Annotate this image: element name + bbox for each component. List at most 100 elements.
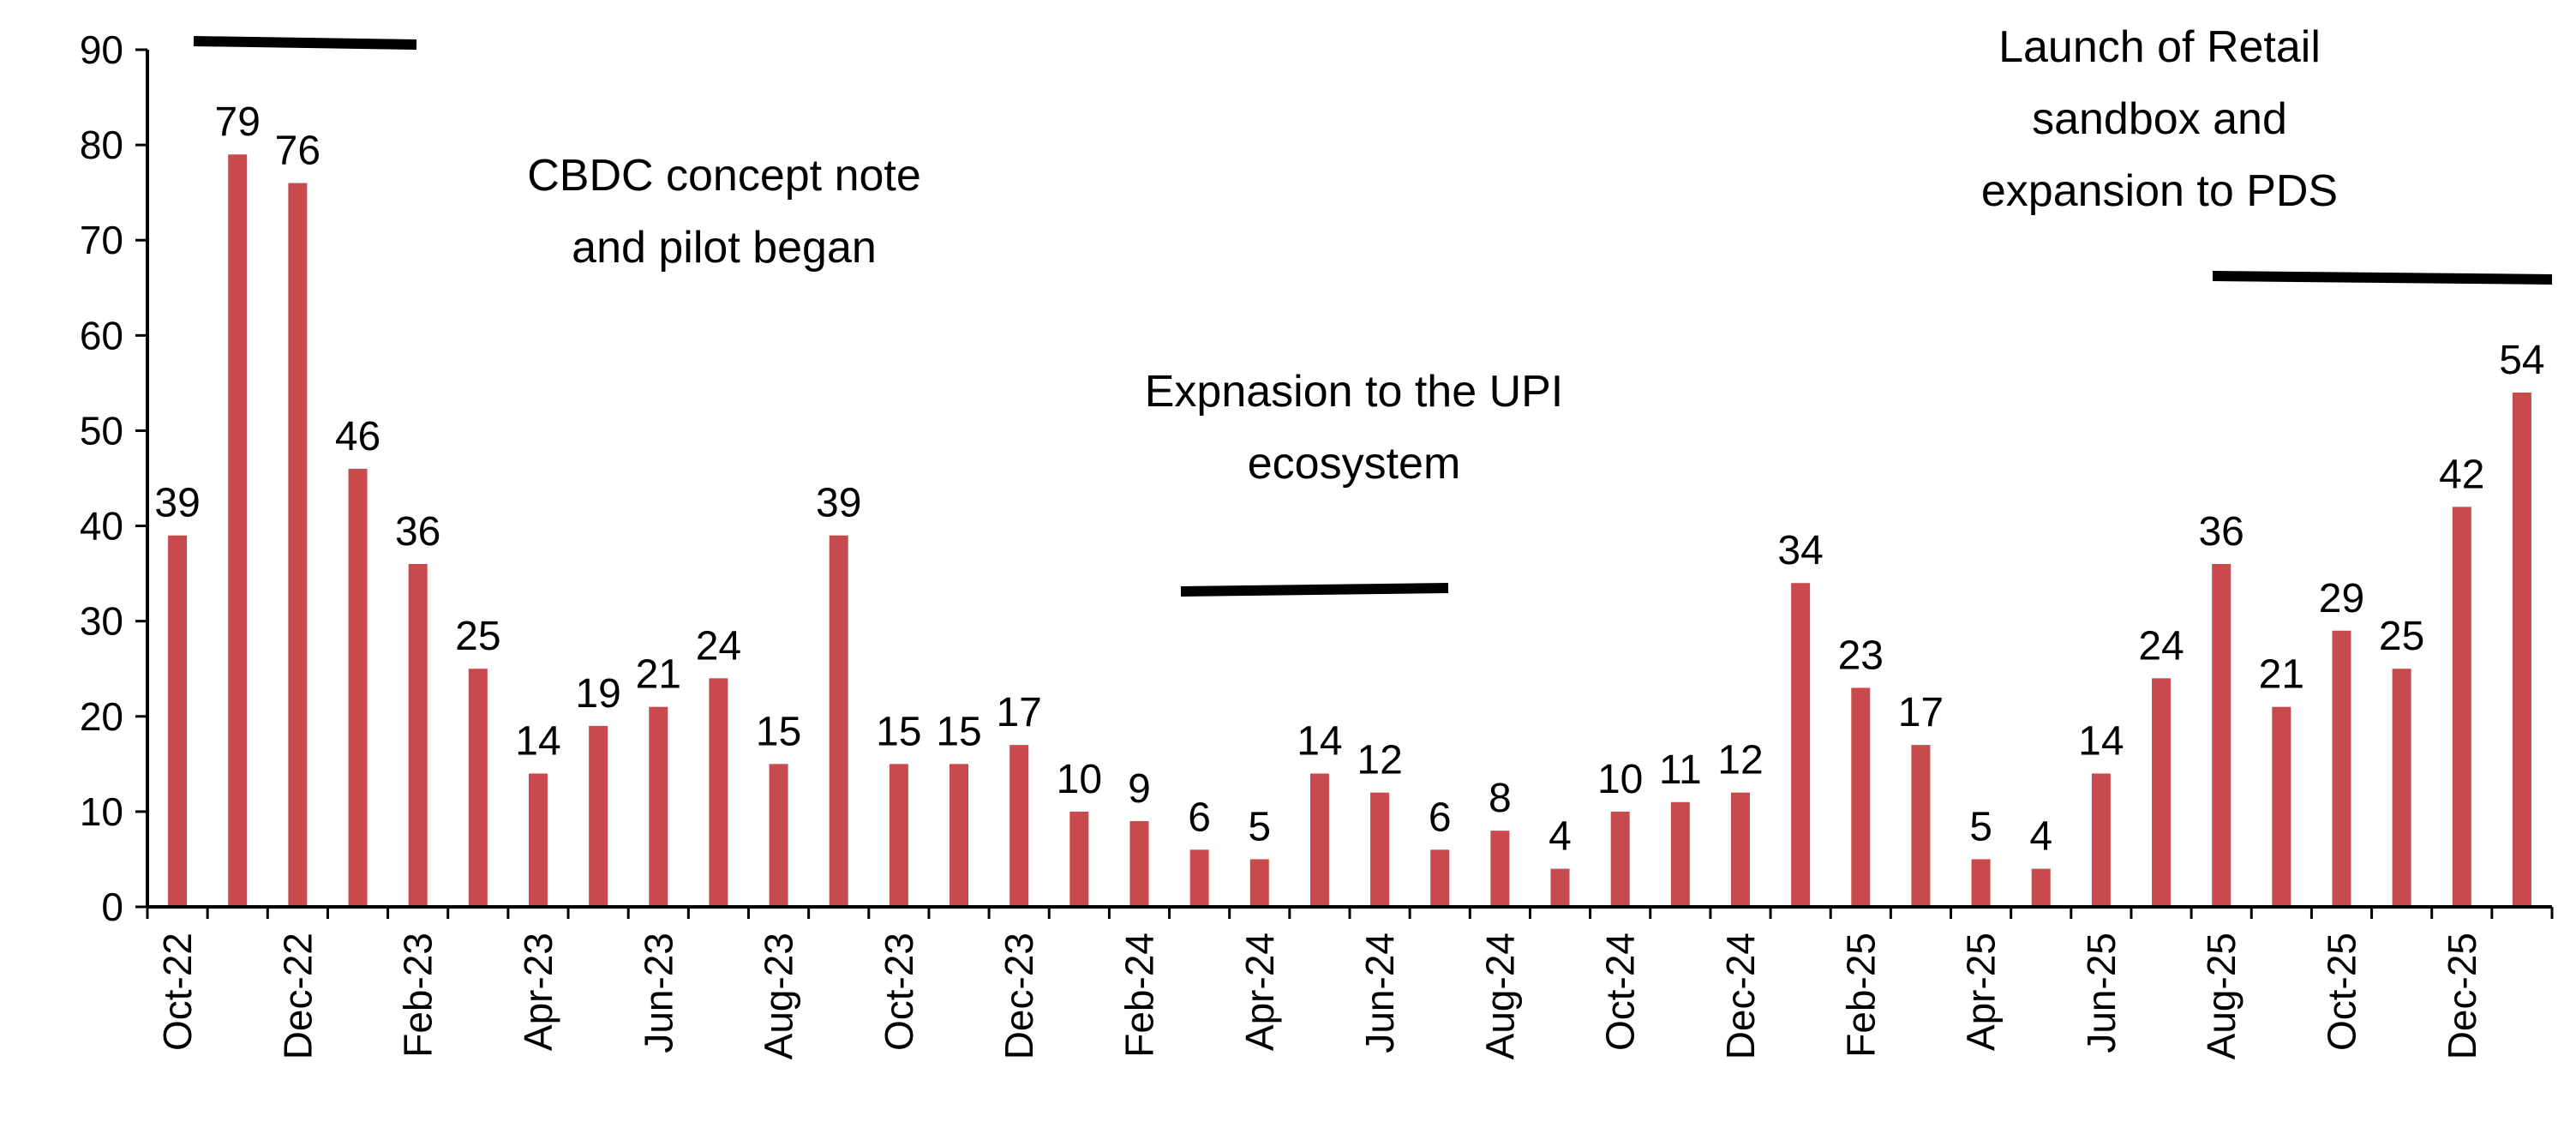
y-tick-label: 30 — [80, 599, 123, 644]
annotation-marker-line — [1180, 583, 1449, 597]
x-tick-label: Dec-23 — [997, 933, 1041, 1059]
x-tick-label: Oct-25 — [2319, 933, 2363, 1051]
bar — [1370, 792, 1390, 907]
x-tick-label: Aug-25 — [2199, 933, 2244, 1059]
data-label: 54 — [2499, 338, 2544, 383]
bar — [1610, 811, 1630, 907]
bar — [288, 183, 308, 908]
bar — [589, 725, 608, 907]
y-axis: 0 10 20 30 40 50 60 70 80 90 — [80, 27, 149, 929]
bar — [468, 669, 488, 907]
annotation-text: expansion to PDS — [1981, 166, 2338, 216]
x-tick-label: Aug-23 — [757, 933, 801, 1059]
bar — [769, 764, 788, 907]
data-label: 36 — [395, 509, 440, 555]
data-label: 14 — [515, 718, 560, 764]
x-tick-label: Apr-25 — [1959, 933, 2004, 1051]
x-tick-label: Dec-24 — [1718, 933, 1763, 1059]
bar — [2272, 706, 2291, 907]
bar — [1730, 792, 1750, 907]
x-tick-label: Oct-24 — [1598, 933, 1643, 1051]
bar — [528, 773, 548, 907]
y-tick-label: 50 — [80, 408, 123, 453]
annotations: CBDC concept note and pilot began Expnasio… — [193, 22, 2553, 597]
bar — [1129, 821, 1149, 907]
data-label: 14 — [1297, 718, 1342, 764]
bar — [2452, 507, 2471, 907]
data-label: 39 — [154, 481, 200, 526]
x-tick-label: Dec-25 — [2440, 933, 2484, 1059]
data-label: 21 — [636, 652, 681, 698]
y-tick-label: 60 — [80, 313, 123, 357]
bar — [168, 535, 188, 907]
annotation-text: Launch of Retail — [1998, 22, 2321, 72]
bar — [1550, 868, 1570, 907]
data-label: 12 — [1717, 738, 1763, 783]
bar — [1490, 831, 1510, 907]
data-label: 10 — [1597, 757, 1643, 802]
data-label: 29 — [2319, 576, 2364, 621]
annotation-text: ecosystem — [1248, 439, 1461, 489]
bar — [1249, 859, 1269, 907]
x-tick-label: Apr-23 — [516, 933, 560, 1051]
annotation-marker-line — [2212, 271, 2553, 285]
x-tick-label: Apr-24 — [1237, 933, 1282, 1051]
data-label: 4 — [1549, 814, 1572, 860]
data-label: 14 — [2078, 718, 2124, 764]
y-tick-label: 10 — [80, 789, 123, 834]
bar — [1189, 849, 1209, 907]
bar — [889, 764, 908, 907]
data-label: 76 — [275, 129, 321, 174]
x-tick-label: Feb-25 — [1838, 933, 1883, 1058]
data-label: 79 — [215, 99, 261, 145]
annotation-text: CBDC concept note — [527, 151, 921, 201]
bar — [709, 678, 728, 907]
bar — [1911, 745, 1931, 907]
x-tick-label: Feb-23 — [396, 933, 440, 1058]
x-tick-label: Aug-24 — [1477, 933, 1522, 1059]
data-label: 39 — [816, 481, 861, 526]
bar — [1851, 687, 1871, 907]
bar — [2031, 868, 2051, 907]
bars — [168, 154, 2531, 908]
x-tick-label: Oct-22 — [155, 933, 200, 1051]
data-label: 12 — [1357, 738, 1402, 783]
data-label: 34 — [1777, 528, 1823, 573]
data-label: 15 — [756, 709, 801, 754]
y-tick-label: 90 — [80, 27, 123, 72]
data-label: 15 — [876, 709, 921, 754]
data-label: 6 — [1429, 795, 1452, 840]
bar — [1670, 801, 1690, 907]
x-tick-label: Feb-24 — [1117, 933, 1161, 1058]
bar — [2152, 678, 2172, 907]
bar — [1971, 859, 1991, 907]
bar — [1430, 849, 1450, 907]
bar — [2332, 630, 2351, 907]
data-label: 11 — [1659, 747, 1702, 793]
bar — [649, 706, 668, 907]
data-label: 24 — [696, 623, 741, 669]
data-label: 8 — [1489, 776, 1512, 821]
x-axis: Oct-22 Dec-22 Feb-23 Apr-23 Jun-23 Aug-23 Oct-… — [146, 905, 2554, 1059]
data-label: 23 — [1838, 633, 1884, 678]
data-label: 10 — [1057, 757, 1102, 802]
bar — [2512, 393, 2531, 907]
data-label: 17 — [996, 690, 1041, 735]
bar — [1009, 745, 1029, 907]
bar — [228, 154, 248, 907]
data-label: 5 — [1248, 804, 1271, 849]
data-label: 25 — [2379, 614, 2424, 659]
y-tick-label: 70 — [80, 218, 123, 262]
bar — [2212, 564, 2232, 907]
x-tick-label: Jun-24 — [1357, 933, 1402, 1053]
bar — [829, 535, 848, 907]
bar — [408, 564, 428, 907]
data-label: 15 — [936, 709, 981, 754]
x-tick-label: Dec-22 — [275, 933, 320, 1059]
data-label: 17 — [1898, 690, 1944, 735]
annotation-text: sandbox and — [2032, 94, 2287, 144]
annotation-marker-line — [193, 36, 417, 50]
y-tick-label: 20 — [80, 694, 123, 739]
data-label: 42 — [2439, 452, 2484, 497]
